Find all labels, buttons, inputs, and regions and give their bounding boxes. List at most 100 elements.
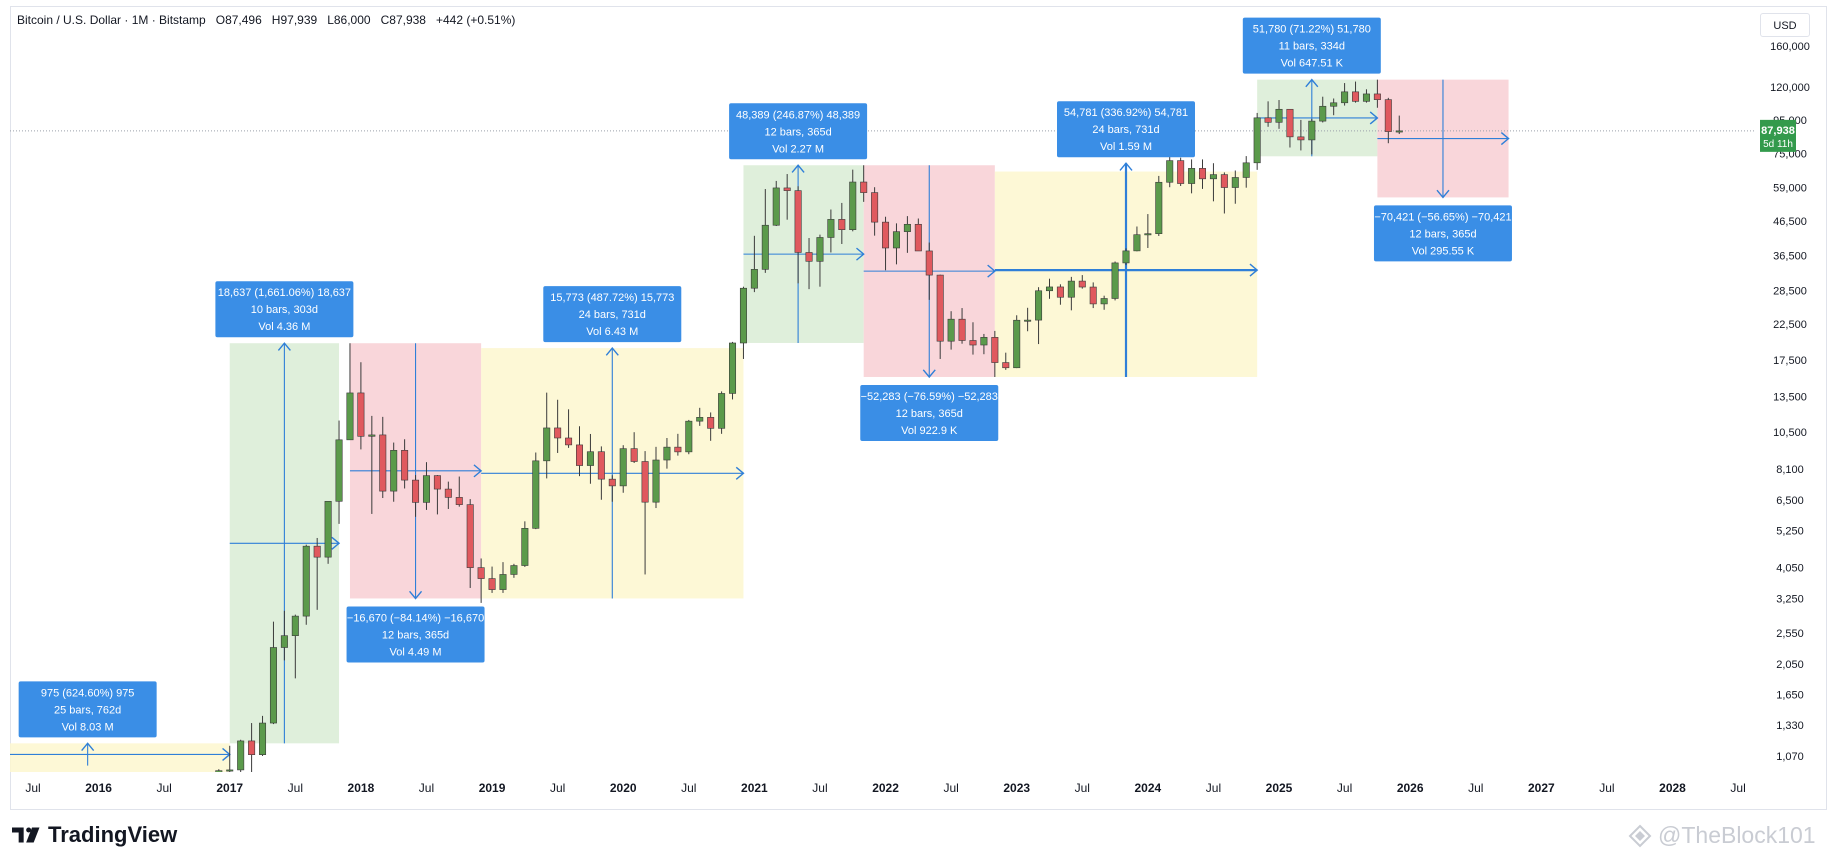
measure-arrowhead [1369,111,1379,125]
candle-body [313,545,321,558]
candle-body [1264,117,1272,123]
x-tick-label: Jul [288,781,303,795]
measure-label-text: −70,421 (−56.65%) −70,421 [1374,211,1511,223]
candle [1384,97,1392,144]
candle-body [335,439,343,502]
candle-body [860,181,868,193]
candle [1199,159,1207,189]
measure-label-text: 975 (624.60%) 975 [41,687,135,699]
candle [488,566,496,593]
candle [652,446,660,509]
candle [368,415,376,514]
measure-arrowhead [81,742,95,751]
candle-body [346,392,354,441]
y-tick-label: 1,330 [1776,720,1804,732]
candle [1013,315,1021,369]
binance-square-icon [1628,824,1652,847]
candle-body [1188,168,1196,184]
candle [1144,214,1152,248]
candles-layer [10,79,1755,815]
candle-body [1067,280,1075,298]
candle [783,174,791,220]
candle-body [1220,174,1228,188]
measure-arrowhead [1305,78,1319,88]
y-tick-label: 8,100 [1776,464,1804,476]
measure-label-text: 15,773 (487.72%) 15,773 [550,292,674,304]
measure-label-text: Vol 647.51 K [1281,58,1344,70]
candle-body [827,219,835,238]
price-chart[interactable]: 975 (624.60%) 975 25 bars, 762d Vol 8.03 M… [0,0,1835,815]
close-value: 87,938 [389,13,426,27]
candle-body [958,318,966,341]
measure-info-label: 51,780 (71.22%) 51,780 11 bars, 334d Vol 6… [1242,17,1381,74]
x-tick-label: 2026 [1397,781,1424,795]
candle-body [772,187,780,226]
measure-label-text: 24 bars, 731d [579,309,646,321]
candle [1308,118,1316,155]
candle-body [1155,181,1163,234]
candle-body [663,446,671,461]
candle-body [761,224,769,270]
watermark-text: @TheBlock101 [1658,822,1816,848]
candle-body [1330,102,1338,107]
measure-arrowhead [856,247,865,261]
x-tick-label: Jul [812,781,827,795]
symbol-name: Bitcoin / U.S. Dollar · 1M · Bitstamp [17,13,206,27]
candle [1253,112,1261,170]
candle [1089,282,1097,309]
y-tick-label: 36,500 [1773,251,1807,263]
price-tag-box [1760,119,1796,152]
candle [1330,98,1338,116]
candle [1352,81,1360,103]
measure-label-text: 18,637 (1,661.06%) 18,637 [218,287,351,299]
candle-body [1297,136,1305,141]
candle [696,407,704,426]
candle [1002,352,1010,370]
measure-labels-layer: 975 (624.60%) 975 25 bars, 762d Vol 8.03 M… [18,17,1512,738]
candle-body [729,342,737,394]
candle [805,238,813,290]
tradingview-logo[interactable]: TradingView [12,822,177,848]
candle-body [936,274,944,342]
candle-body [532,460,540,529]
candle [302,544,310,625]
measure-label-box [860,384,999,441]
y-tick-label: 1,070 [1776,751,1804,763]
candle [1297,119,1305,151]
candle-body [1199,168,1207,180]
candle [205,805,211,815]
candle-body [1362,93,1370,102]
measure-label-text: 54,781 (336.92%) 54,781 [1064,107,1188,119]
x-tick-label: Jul [1599,781,1614,795]
candle-body [903,223,911,232]
y-tick-label: 22,500 [1773,319,1807,331]
measure-arrowhead [791,164,805,173]
candle-body [302,545,310,617]
x-tick-label: 2019 [479,781,506,795]
x-tick-label: 2021 [741,781,768,795]
candle [772,180,780,227]
open-value: 87,496 [225,13,262,27]
x-tick-label: Jul [681,781,696,795]
currency-selector[interactable]: USD [1760,13,1810,37]
candle [892,223,900,265]
candle-body [1275,108,1283,123]
candle-body [455,497,463,505]
candle-body [269,647,277,724]
candle [586,433,594,484]
candle-body [718,393,726,429]
candle-body [838,219,846,230]
candle [1056,284,1064,305]
measure-label-box [729,103,868,160]
measure-label-text: Vol 8.03 M [62,721,114,733]
candle-body [291,615,299,636]
measure-label-text: 11 bars, 334d [1279,41,1345,53]
candle-body [630,448,638,462]
candle-body [1253,117,1261,164]
candle [194,812,200,815]
measure-arrowhead [1119,162,1133,171]
candle [685,419,693,455]
candle [1319,96,1327,123]
candle-body [510,565,518,575]
measure-label-text: 24 bars, 731d [1092,124,1159,136]
